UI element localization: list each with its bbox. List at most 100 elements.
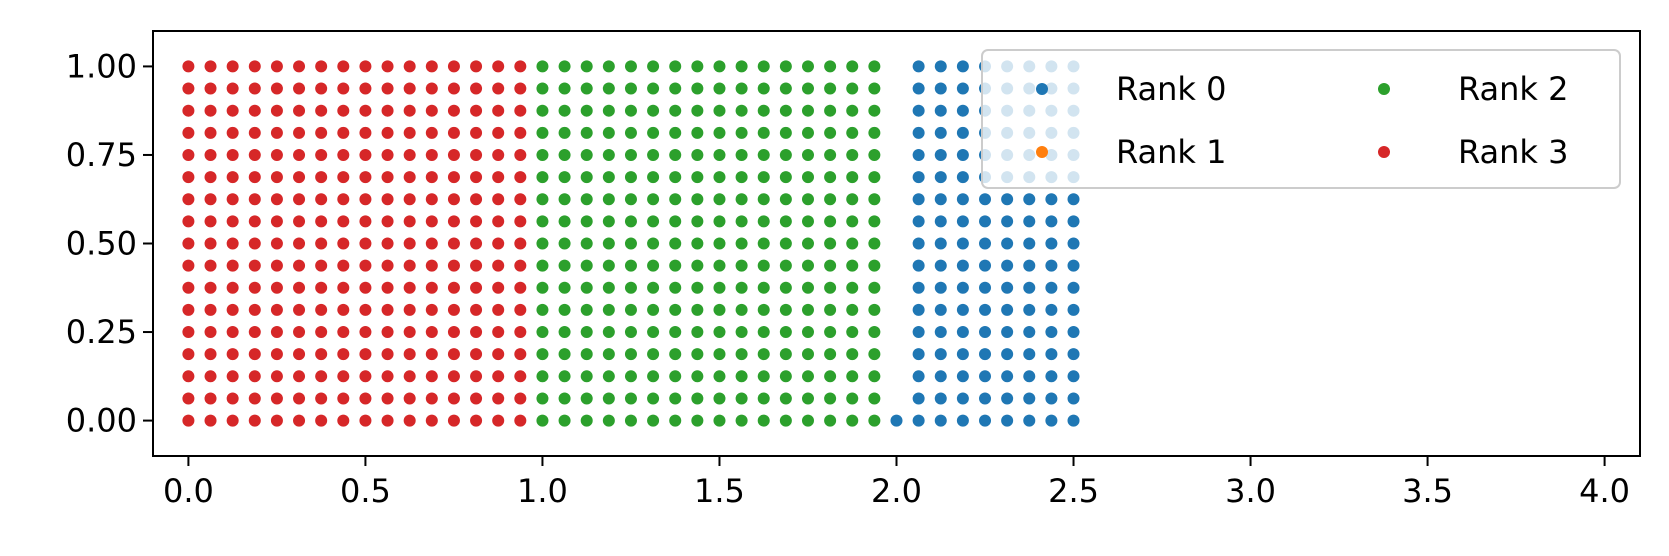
data-point: [337, 237, 350, 250]
data-point: [801, 215, 814, 228]
data-point: [1067, 281, 1080, 294]
data-point: [182, 82, 195, 95]
data-point: [846, 148, 859, 161]
data-point: [779, 303, 792, 316]
data-point: [846, 60, 859, 73]
data-point: [204, 60, 217, 73]
data-point: [846, 126, 859, 139]
data-point: [779, 148, 792, 161]
data-point: [779, 171, 792, 184]
data-point: [757, 392, 770, 405]
data-point: [580, 237, 593, 250]
data-point: [824, 392, 837, 405]
data-point: [1001, 348, 1014, 361]
data-point: [934, 148, 947, 161]
data-point: [669, 370, 682, 383]
data-point: [912, 326, 925, 339]
data-point: [514, 60, 527, 73]
data-point: [447, 281, 460, 294]
data-point: [403, 171, 416, 184]
data-point: [824, 104, 837, 117]
data-point: [934, 60, 947, 73]
data-point: [757, 82, 770, 95]
data-point: [1023, 326, 1036, 339]
data-point: [425, 82, 438, 95]
data-point: [447, 193, 460, 206]
points-layer: [182, 60, 1080, 427]
data-point: [248, 126, 261, 139]
data-point: [1023, 303, 1036, 316]
data-point: [757, 104, 770, 117]
data-point: [846, 281, 859, 294]
data-point: [801, 60, 814, 73]
data-point: [248, 348, 261, 361]
data-point: [204, 326, 217, 339]
data-point: [691, 148, 704, 161]
data-point: [514, 215, 527, 228]
data-point: [536, 414, 549, 427]
legend-box: [981, 49, 1621, 189]
data-point: [337, 60, 350, 73]
x-tick-label: 4.0: [1579, 472, 1630, 510]
data-point: [492, 104, 505, 117]
data-point: [713, 215, 726, 228]
data-point: [337, 370, 350, 383]
data-point: [735, 104, 748, 117]
data-point: [337, 348, 350, 361]
data-point: [381, 148, 394, 161]
data-point: [669, 326, 682, 339]
data-point: [359, 193, 372, 206]
data-point: [1045, 215, 1058, 228]
data-point: [779, 82, 792, 95]
data-point: [868, 303, 881, 316]
data-point: [624, 259, 637, 272]
data-point: [337, 414, 350, 427]
data-point: [226, 259, 239, 272]
data-point: [492, 392, 505, 405]
data-point: [182, 193, 195, 206]
data-point: [779, 348, 792, 361]
data-point: [204, 126, 217, 139]
data-point: [735, 326, 748, 339]
data-point: [691, 326, 704, 339]
data-point: [735, 193, 748, 206]
data-point: [359, 215, 372, 228]
legend-label: Rank 2: [1458, 70, 1568, 108]
data-point: [624, 348, 637, 361]
data-point: [824, 215, 837, 228]
data-point: [669, 60, 682, 73]
data-point: [824, 326, 837, 339]
data-point: [956, 82, 969, 95]
data-point: [204, 237, 217, 250]
data-point: [447, 259, 460, 272]
data-point: [182, 148, 195, 161]
data-point: [801, 193, 814, 206]
data-point: [735, 148, 748, 161]
data-point: [536, 104, 549, 117]
data-point: [381, 104, 394, 117]
data-point: [912, 348, 925, 361]
data-point: [381, 126, 394, 139]
data-point: [425, 237, 438, 250]
data-point: [691, 237, 704, 250]
data-point: [315, 171, 328, 184]
data-point: [470, 414, 483, 427]
data-point: [934, 215, 947, 228]
data-point: [912, 126, 925, 139]
data-point: [757, 326, 770, 339]
data-point: [293, 171, 306, 184]
data-point: [779, 414, 792, 427]
data-point: [293, 215, 306, 228]
data-point: [337, 281, 350, 294]
data-point: [270, 193, 283, 206]
data-point: [447, 126, 460, 139]
data-point: [580, 215, 593, 228]
data-point: [580, 326, 593, 339]
data-point: [270, 259, 283, 272]
data-point: [447, 414, 460, 427]
data-point: [182, 259, 195, 272]
data-point: [536, 237, 549, 250]
data-point: [801, 303, 814, 316]
data-point: [934, 82, 947, 95]
data-point: [337, 193, 350, 206]
